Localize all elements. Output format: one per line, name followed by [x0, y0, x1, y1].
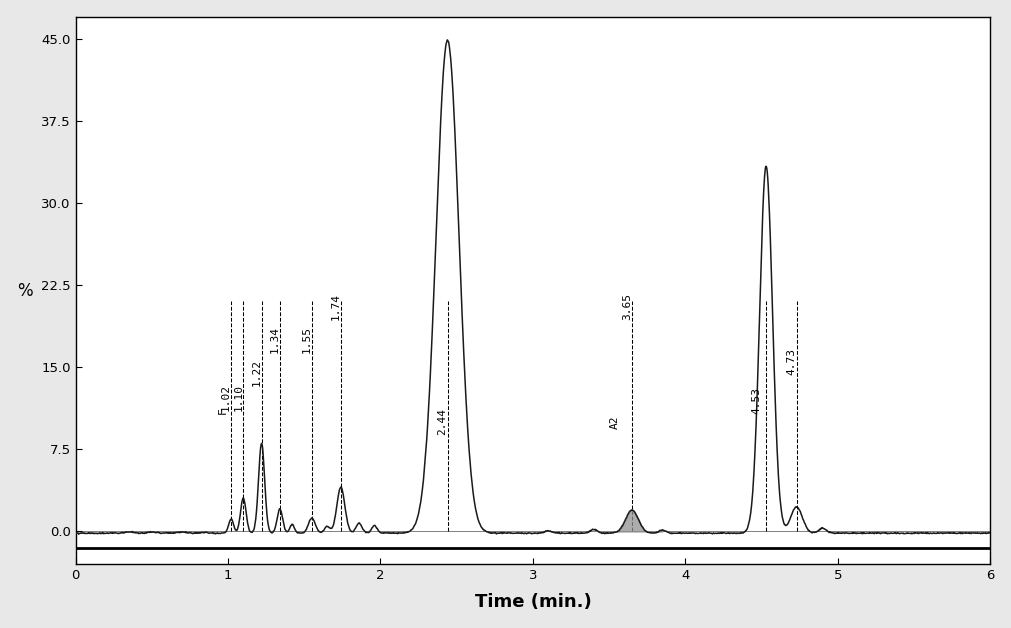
- Text: 1.74: 1.74: [331, 293, 341, 320]
- Text: 4.73: 4.73: [787, 348, 797, 375]
- X-axis label: Time (min.): Time (min.): [474, 593, 591, 611]
- Text: 1.22: 1.22: [252, 359, 262, 386]
- Text: 1.55: 1.55: [302, 327, 311, 354]
- Text: 1.10: 1.10: [234, 384, 244, 411]
- Text: A2: A2: [610, 415, 620, 429]
- Y-axis label: %: %: [16, 281, 32, 300]
- Text: F: F: [218, 408, 228, 414]
- Text: 1.02: 1.02: [221, 384, 232, 411]
- Text: 1.34: 1.34: [270, 327, 280, 354]
- Text: 4.53: 4.53: [751, 387, 761, 414]
- Text: 3.65: 3.65: [622, 293, 632, 320]
- Text: 2.44: 2.44: [438, 408, 448, 435]
